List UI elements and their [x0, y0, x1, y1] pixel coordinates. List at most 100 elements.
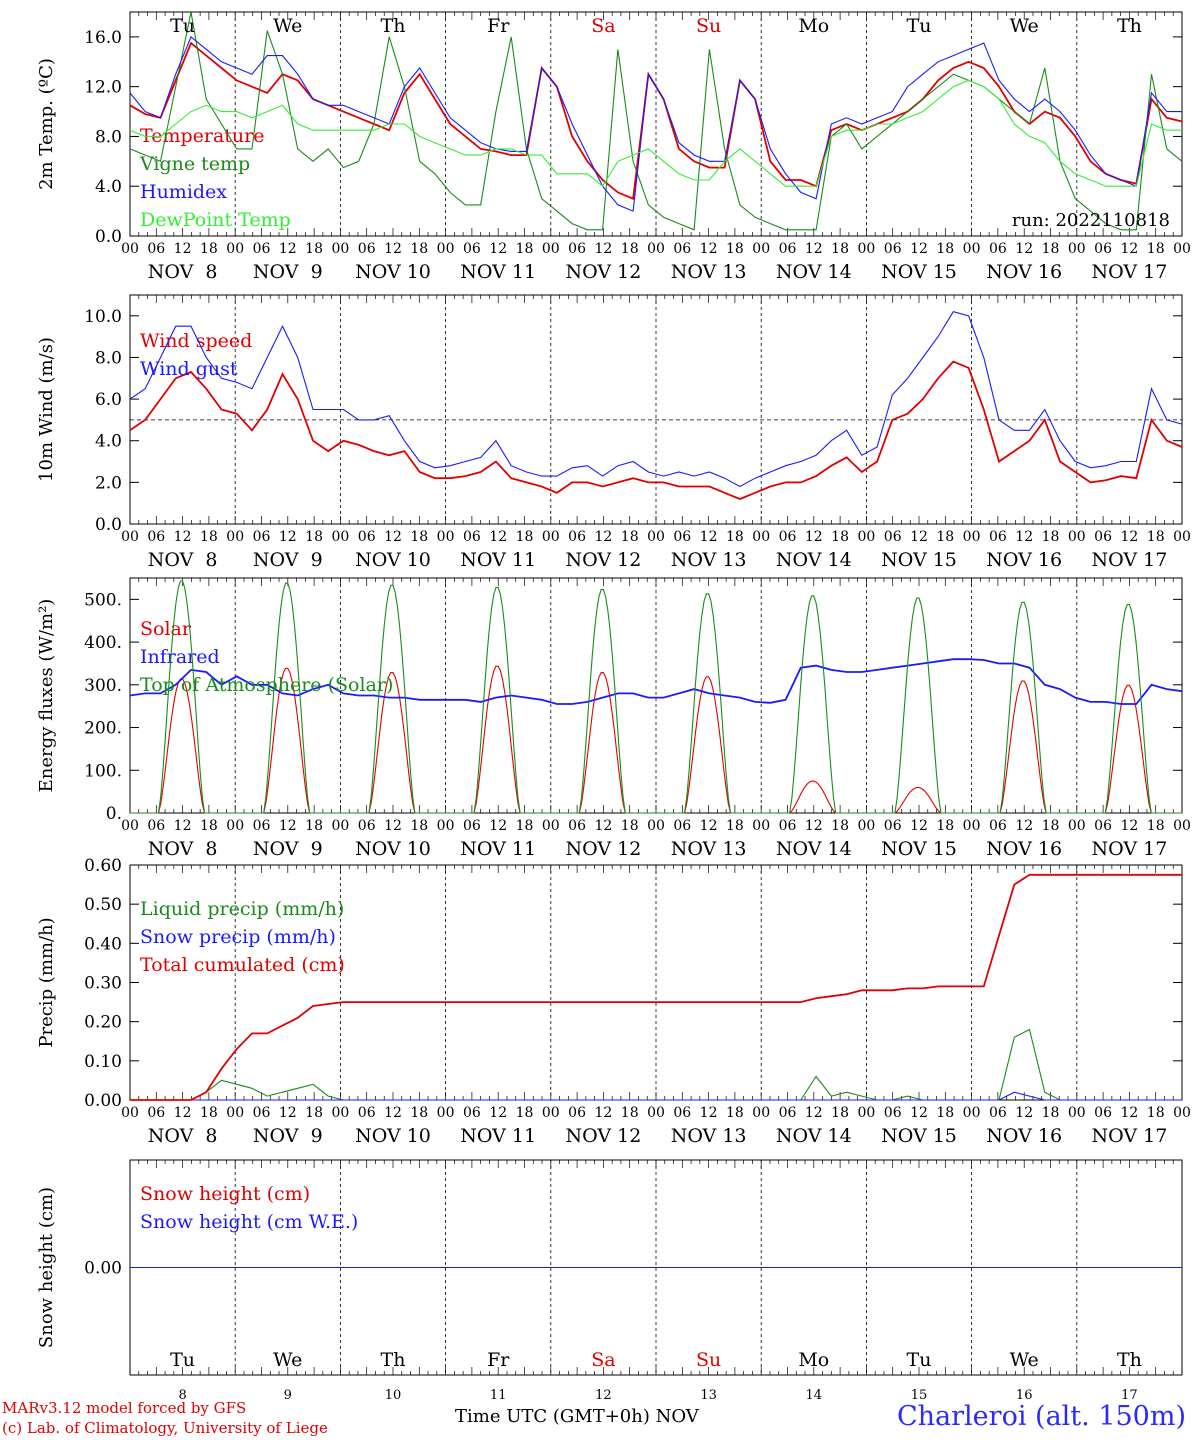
hour-tick-label: 00	[1173, 1105, 1191, 1121]
hour-tick-label: 12	[174, 1105, 192, 1121]
hour-tick-label: 06	[147, 1105, 165, 1121]
series-line-wind-gust	[129, 311, 1183, 488]
date-label: NOV 15	[881, 261, 957, 283]
hour-tick-label: 12	[174, 818, 192, 834]
hour-tick-label: 06	[989, 529, 1007, 545]
hour-tick-label: 12	[279, 529, 297, 545]
hour-tick-label: 12	[1120, 1105, 1138, 1121]
hour-tick-label: 06	[1094, 818, 1112, 834]
date-label: NOV 10	[355, 838, 431, 860]
day-number-label: 12	[595, 1388, 612, 1400]
hour-tick-label: 00	[226, 1105, 244, 1121]
hour-tick-label: 00	[437, 1105, 455, 1121]
hour-tick-label: 00	[752, 241, 770, 257]
hour-tick-label: 18	[1042, 818, 1060, 834]
hour-tick-label: 12	[910, 241, 928, 257]
weekday-label: Th	[381, 15, 406, 37]
series-line-vigne-temp	[129, 11, 1183, 231]
legend-entry: DewPoint Temp	[140, 209, 291, 231]
hour-tick-label: 18	[516, 241, 534, 257]
hour-tick-label: 18	[1147, 241, 1165, 257]
hour-tick-label: 18	[936, 818, 954, 834]
date-label: NOV 9	[253, 1125, 323, 1147]
date-label: NOV 9	[253, 549, 323, 571]
date-label: NOV 12	[565, 261, 641, 283]
date-label: NOV 13	[671, 1125, 747, 1147]
hour-tick-label: 18	[516, 529, 534, 545]
legend-entry: Infrared	[140, 646, 220, 668]
hour-tick-label: 12	[384, 529, 402, 545]
hour-tick-label: 00	[752, 529, 770, 545]
y-tick-label: 0.50	[84, 895, 122, 915]
hour-tick-label: 18	[200, 529, 218, 545]
hour-tick-label: 18	[936, 529, 954, 545]
y-axis-label: Energy fluxes (W/m²)	[36, 599, 57, 793]
hour-tick-label: 12	[1015, 818, 1033, 834]
hour-tick-label: 00	[542, 241, 560, 257]
weekday-label: Su	[696, 15, 721, 37]
hour-tick-label: 18	[621, 818, 639, 834]
date-label: NOV 8	[148, 838, 218, 860]
hour-tick-label: 12	[1120, 818, 1138, 834]
lab-credit: (c) Lab. of Climatology, University of L…	[2, 1419, 328, 1437]
date-label: NOV 12	[565, 838, 641, 860]
weekday-label: Sa	[591, 15, 615, 37]
hour-tick-label: 00	[121, 241, 139, 257]
date-label: NOV 16	[986, 549, 1062, 571]
hour-tick-label: 18	[1147, 818, 1165, 834]
hour-tick-label: 18	[305, 818, 323, 834]
panel-temperature: 0.0 4.0 8.0 12.0 16.0 2m Temp. (ºC) Temperatur…	[36, 11, 1191, 283]
day-number-label: 10	[385, 1388, 402, 1400]
weekday-label: We	[1010, 15, 1039, 37]
hour-tick-label: 18	[410, 241, 428, 257]
hour-tick-label: 12	[174, 241, 192, 257]
hour-tick-label: 00	[1068, 241, 1086, 257]
date-label: NOV 8	[148, 1125, 218, 1147]
hour-tick-label: 18	[831, 818, 849, 834]
hour-tick-label: 06	[253, 818, 271, 834]
hour-tick-label: 12	[489, 1105, 507, 1121]
hour-tick-label: 12	[279, 818, 297, 834]
hour-tick-label: 12	[594, 1105, 612, 1121]
hour-tick-label: 00	[437, 818, 455, 834]
date-label: NOV 14	[776, 1125, 852, 1147]
hour-tick-label: 18	[621, 529, 639, 545]
hour-tick-label: 12	[594, 241, 612, 257]
y-tick-label: 0.0	[95, 227, 122, 247]
hour-tick-label: 06	[147, 818, 165, 834]
hour-tick-label: 18	[305, 241, 323, 257]
y-axis-label: 10m Wind (m/s)	[36, 337, 57, 482]
hour-tick-label: 12	[279, 241, 297, 257]
hour-tick-label: 00	[1173, 529, 1191, 545]
hour-tick-label: 00	[542, 529, 560, 545]
y-tick-label: 4.0	[95, 432, 122, 452]
hour-tick-label: 06	[568, 529, 586, 545]
date-label: NOV 17	[1091, 838, 1167, 860]
legend-entry: Liquid precip (mm/h)	[140, 898, 344, 920]
hour-tick-label: 00	[1068, 529, 1086, 545]
hour-tick-label: 06	[253, 1105, 271, 1121]
hour-tick-label: 06	[358, 818, 376, 834]
weekday-label: We	[273, 1349, 302, 1371]
date-label: NOV 14	[776, 838, 852, 860]
hour-tick-label: 00	[331, 818, 349, 834]
hour-tick-label: 06	[884, 1105, 902, 1121]
y-tick-label: 4.0	[95, 177, 122, 197]
hour-tick-label: 00	[1173, 241, 1191, 257]
y-tick-label: 2.0	[95, 473, 122, 493]
legend-entry: Solar	[140, 618, 192, 640]
hour-tick-label: 18	[516, 1105, 534, 1121]
hour-tick-label: 00	[963, 1105, 981, 1121]
y-tick-label: 8.0	[95, 348, 122, 368]
weekday-label: Su	[696, 1349, 721, 1371]
hour-tick-label: 06	[673, 241, 691, 257]
date-label: NOV 12	[565, 1125, 641, 1147]
legend-entry: Vigne temp	[139, 153, 250, 175]
hour-tick-label: 06	[884, 241, 902, 257]
y-axis-label: 2m Temp. (ºC)	[36, 58, 57, 190]
y-tick-label: 0.00	[84, 1259, 122, 1279]
hour-tick-label: 12	[805, 529, 823, 545]
date-label: NOV 13	[671, 549, 747, 571]
hour-tick-label: 18	[1147, 1105, 1165, 1121]
hour-tick-label: 06	[779, 1105, 797, 1121]
